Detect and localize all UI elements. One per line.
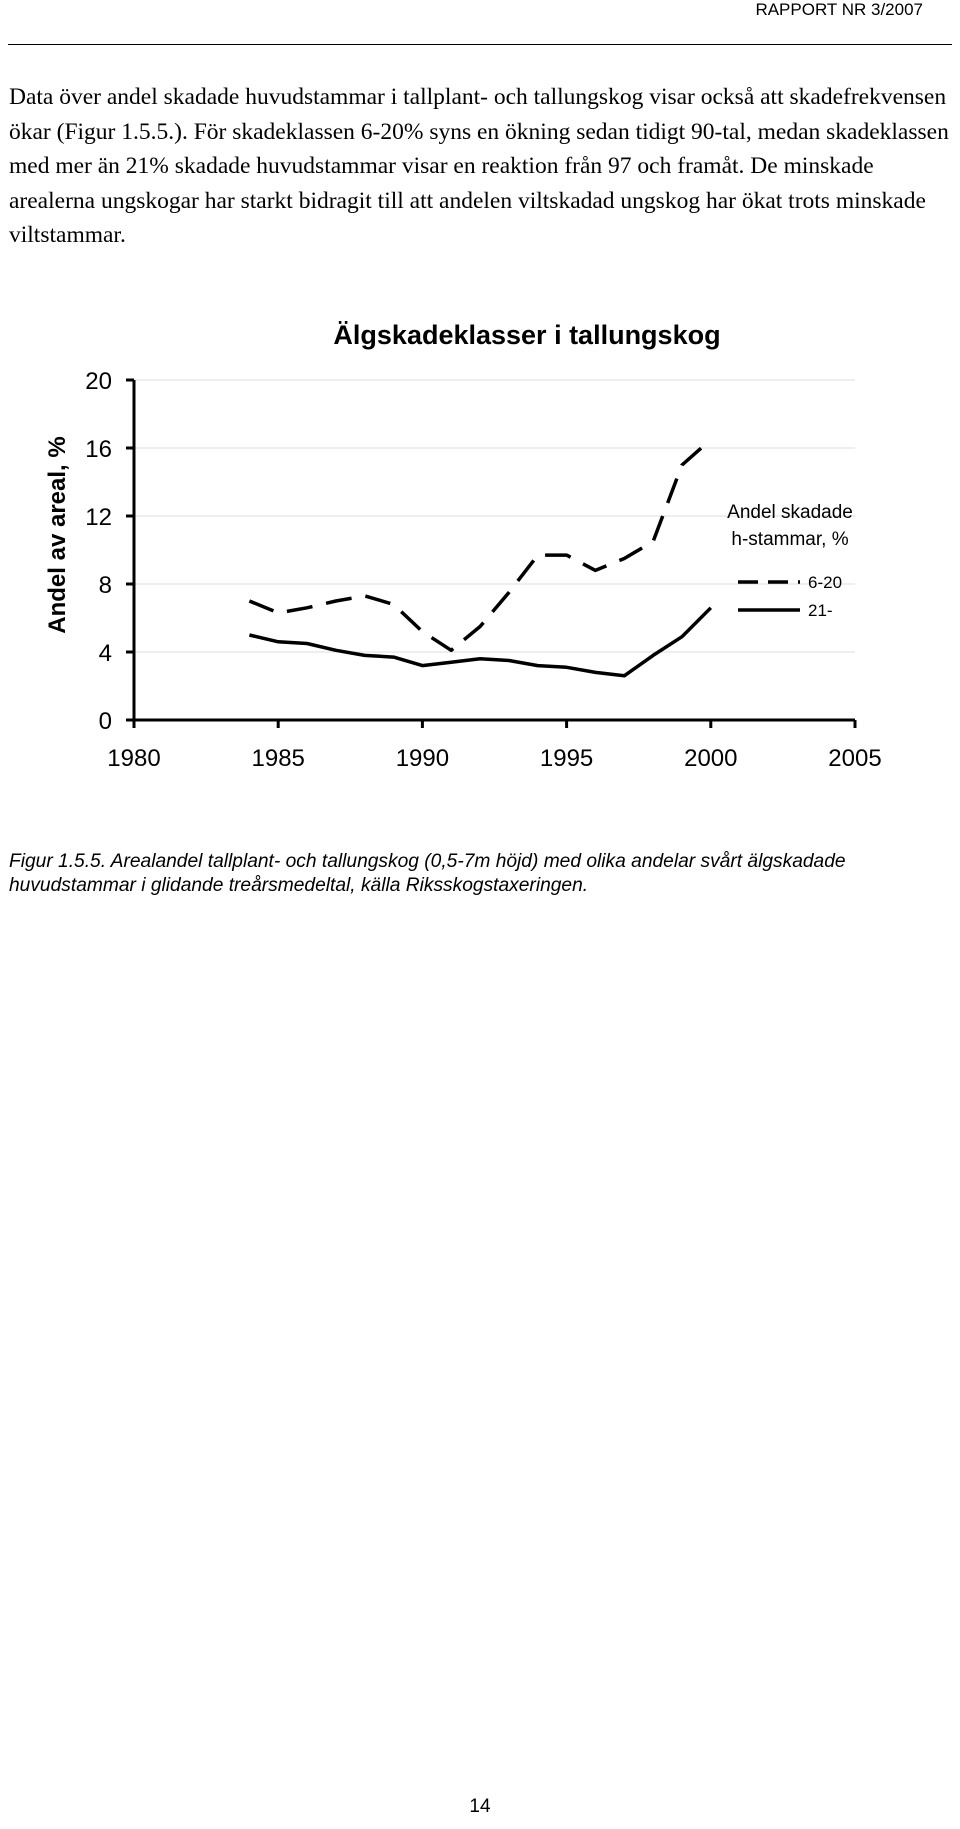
x-tick-label-1995: 1995	[540, 745, 593, 772]
x-tick-label-1990: 1990	[396, 745, 449, 772]
y-tick-label-12: 12	[85, 504, 112, 531]
series-line-21-	[248, 606, 713, 678]
legend-title-line1: Andel skadade	[727, 502, 853, 523]
legend: Andel skadade h-stammar, % 6-20 21-	[727, 502, 853, 620]
x-tick-label-2000: 2000	[684, 745, 737, 772]
x-tick-label-2005: 2005	[828, 745, 881, 772]
legend-label-21-: 21-	[808, 601, 833, 620]
y-axis-label: Andel av areal, %	[44, 436, 71, 633]
y-tick-label-8: 8	[99, 572, 112, 599]
page-number: 14	[469, 1796, 491, 1817]
y-tick-label-16: 16	[85, 436, 112, 463]
body-paragraph: Data över andel skadade huvudstammar i t…	[9, 84, 949, 248]
y-tick-label-0: 0	[99, 708, 112, 735]
legend-label-6-20: 6-20	[808, 573, 842, 592]
series-line-6-20	[248, 438, 712, 653]
line-chart: 0 4 8 12 16 20 1980 1985 1990 1995 2000 2005 Älgska…	[44, 320, 882, 772]
header-divider	[8, 44, 952, 45]
x-tick-label-1985: 1985	[252, 745, 305, 772]
chart-title: Älgskadeklasser i tallungskog	[333, 320, 720, 350]
legend-title-line2: h-stammar, %	[731, 529, 848, 550]
report-header: RAPPORT NR 3/2007	[755, 0, 923, 19]
y-tick-label-4: 4	[99, 640, 112, 667]
axes	[132, 380, 855, 722]
y-tick-label-20: 20	[85, 368, 112, 395]
x-tick-label-1980: 1980	[107, 745, 160, 772]
figure-caption: Figur 1.5.5. Arealandel tallplant- och t…	[9, 851, 846, 896]
ticks: 0 4 8 12 16 20 1980 1985 1990 1995 2000 2005	[85, 368, 881, 772]
grid-lines	[134, 379, 855, 653]
series-lines	[248, 438, 713, 678]
